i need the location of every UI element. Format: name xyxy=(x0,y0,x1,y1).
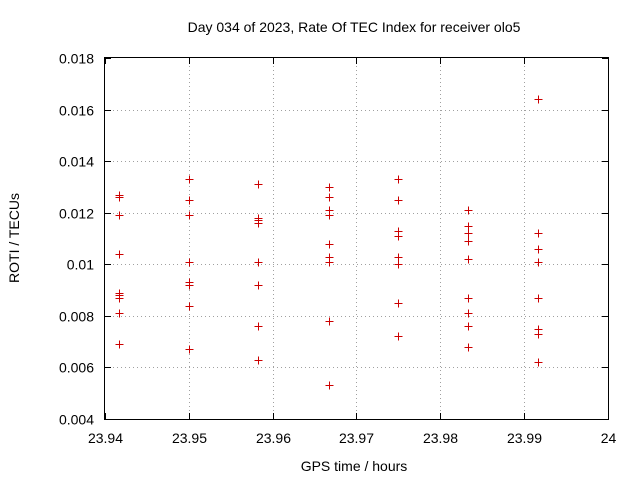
data-point xyxy=(115,340,124,349)
y-tick-label: 0.016 xyxy=(59,103,94,119)
data-point xyxy=(254,356,263,365)
data-point xyxy=(115,294,124,303)
data-point xyxy=(185,211,194,220)
data-point xyxy=(534,245,543,254)
data-point xyxy=(185,258,194,267)
data-point xyxy=(534,330,543,339)
y-tick-label: 0.006 xyxy=(59,360,94,376)
x-tick-label: 23.98 xyxy=(423,430,458,446)
plot-frame xyxy=(104,57,609,420)
x-axis-label: GPS time / hours xyxy=(301,458,408,474)
data-point xyxy=(464,222,473,231)
data-point xyxy=(115,250,124,259)
grid-lines xyxy=(105,58,608,419)
data-point xyxy=(254,219,263,228)
data-point xyxy=(464,229,473,238)
x-tick-label: 23.99 xyxy=(507,430,542,446)
data-point xyxy=(464,237,473,246)
data-point xyxy=(394,260,403,269)
data-point xyxy=(115,193,124,202)
data-point xyxy=(185,345,194,354)
data-point xyxy=(115,309,124,318)
data-point xyxy=(254,258,263,267)
y-tick-label: 0.012 xyxy=(59,206,94,222)
data-point xyxy=(534,229,543,238)
data-point xyxy=(394,175,403,184)
data-point xyxy=(325,258,334,267)
data-points xyxy=(115,95,543,390)
data-point xyxy=(185,302,194,311)
data-point xyxy=(325,381,334,390)
x-tick-label: 24 xyxy=(601,430,617,446)
y-tick-label: 0.01 xyxy=(67,257,94,273)
data-point xyxy=(464,322,473,331)
y-tick-labels: 0.004 0.006 0.008 0.01 0.012 0.014 0.016 0.018 xyxy=(59,51,94,428)
data-point xyxy=(394,196,403,205)
data-point xyxy=(325,183,334,192)
data-point xyxy=(464,255,473,264)
y-tick-label: 0.018 xyxy=(59,51,94,67)
x-tick-label: 23.96 xyxy=(256,430,291,446)
data-point xyxy=(185,281,194,290)
data-point xyxy=(394,299,403,308)
data-point xyxy=(534,358,543,367)
data-point xyxy=(464,206,473,215)
data-point xyxy=(464,294,473,303)
data-point xyxy=(325,193,334,202)
data-point xyxy=(325,317,334,326)
x-tick-label: 23.95 xyxy=(172,430,207,446)
y-axis-label: ROTI / TECUs xyxy=(6,193,22,283)
y-tick-label: 0.004 xyxy=(59,412,94,428)
data-point xyxy=(254,322,263,331)
data-point xyxy=(254,180,263,189)
data-point xyxy=(394,253,403,262)
data-point xyxy=(325,211,334,220)
x-tick-label: 23.97 xyxy=(339,430,374,446)
x-tick-labels: 23.94 23.95 23.96 23.97 23.98 23.99 24 xyxy=(88,430,617,446)
data-point xyxy=(254,281,263,290)
data-point xyxy=(534,294,543,303)
data-point xyxy=(394,232,403,241)
data-point xyxy=(534,95,543,104)
data-point xyxy=(185,196,194,205)
data-point xyxy=(534,258,543,267)
data-point xyxy=(325,240,334,249)
data-point xyxy=(394,332,403,341)
y-tick-label: 0.014 xyxy=(59,154,94,170)
data-point xyxy=(185,175,194,184)
y-tick-label: 0.008 xyxy=(59,309,94,325)
data-point xyxy=(464,343,473,352)
x-tick-label: 23.94 xyxy=(88,430,123,446)
chart-title: Day 034 of 2023, Rate Of TEC Index for r… xyxy=(188,19,521,35)
data-point xyxy=(464,309,473,318)
axis-ticks xyxy=(105,58,609,420)
data-point xyxy=(115,211,124,220)
